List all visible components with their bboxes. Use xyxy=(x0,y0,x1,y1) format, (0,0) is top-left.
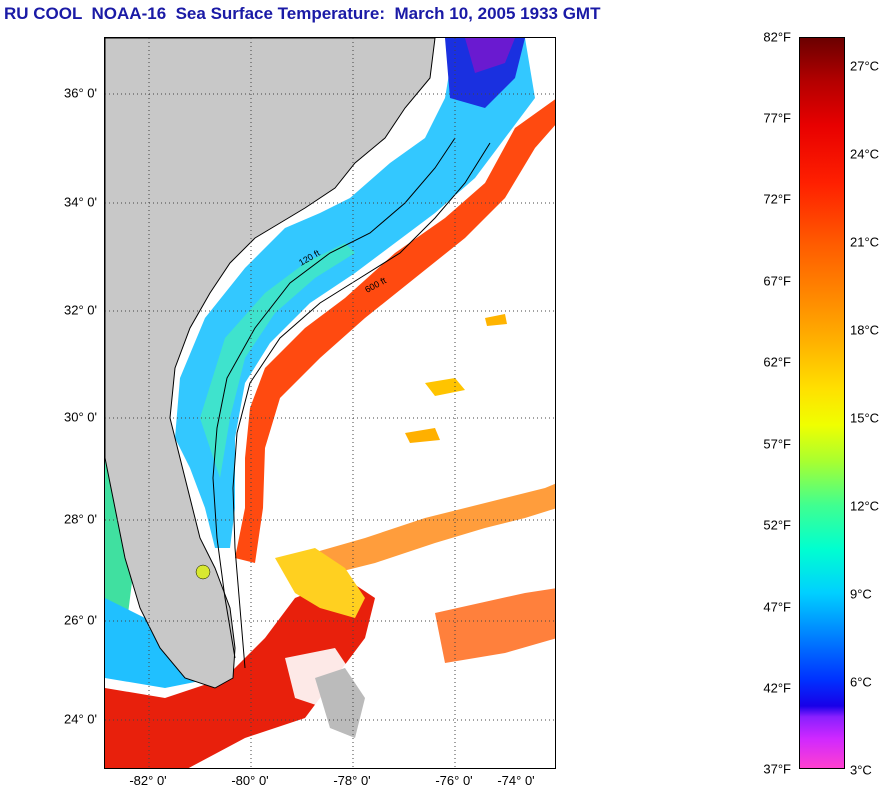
colorbar-c-9: 9°C xyxy=(850,586,872,602)
colorbar-f-57: 57°F xyxy=(763,436,791,452)
colorbar-c-12: 12°C xyxy=(850,498,880,514)
sst-map[interactable]: 120 ft 600 ft xyxy=(104,37,556,769)
colorbar-c-15: 15°C xyxy=(850,410,880,426)
sst-map-canvas: 120 ft 600 ft xyxy=(105,38,555,768)
graticule xyxy=(105,38,555,768)
bahamas-banks xyxy=(275,548,365,618)
colorbar-f-52: 52°F xyxy=(763,517,791,533)
colorbar-f-72: 72°F xyxy=(763,191,791,207)
lon-label-76: -76° 0' xyxy=(435,773,473,788)
colorbar-f-42: 42°F xyxy=(763,680,791,696)
contour-600ft xyxy=(232,142,491,669)
colorbar-f-77: 77°F xyxy=(763,110,791,126)
lon-label-82: -82° 0' xyxy=(129,773,167,788)
lat-label-24: 24° 0' xyxy=(64,711,97,727)
gulf-stream-band xyxy=(235,99,555,563)
colorbar-c-3: 3°C xyxy=(850,762,872,778)
colorbar-f-47: 47°F xyxy=(763,599,791,615)
lat-label-36: 36° 0' xyxy=(64,85,97,101)
colorbar-c-6: 6°C xyxy=(850,674,872,690)
colorbar-c-27: 27°C xyxy=(850,58,880,74)
colorbar-c-18: 18°C xyxy=(850,322,880,338)
offshore-sst-patches xyxy=(295,314,555,663)
lat-label-32: 32° 0' xyxy=(64,302,97,318)
land-mass xyxy=(105,38,436,689)
colorbar-f-67: 67°F xyxy=(763,273,791,289)
temperature-colorbar xyxy=(799,37,845,769)
colorbar-f-62: 62°F xyxy=(763,354,791,370)
lat-label-34: 34° 0' xyxy=(64,194,97,210)
lon-label-74: -74° 0' xyxy=(497,773,535,788)
colorbar-c-21: 21°C xyxy=(850,234,880,250)
lon-label-78: -78° 0' xyxy=(333,773,371,788)
colorbar-f-37: 37°F xyxy=(763,761,791,777)
map-title: RU COOL NOAA-16 Sea Surface Temperature:… xyxy=(4,4,601,23)
lon-label-80: -80° 0' xyxy=(231,773,269,788)
colorbar-f-82: 82°F xyxy=(763,29,791,45)
colorbar-c-24: 24°C xyxy=(850,146,880,162)
lat-label-30: 30° 0' xyxy=(64,409,97,425)
lat-label-26: 26° 0' xyxy=(64,612,97,628)
shelf-water xyxy=(175,38,535,548)
florida-straits-warm xyxy=(105,578,375,768)
lat-label-28: 28° 0' xyxy=(64,511,97,527)
